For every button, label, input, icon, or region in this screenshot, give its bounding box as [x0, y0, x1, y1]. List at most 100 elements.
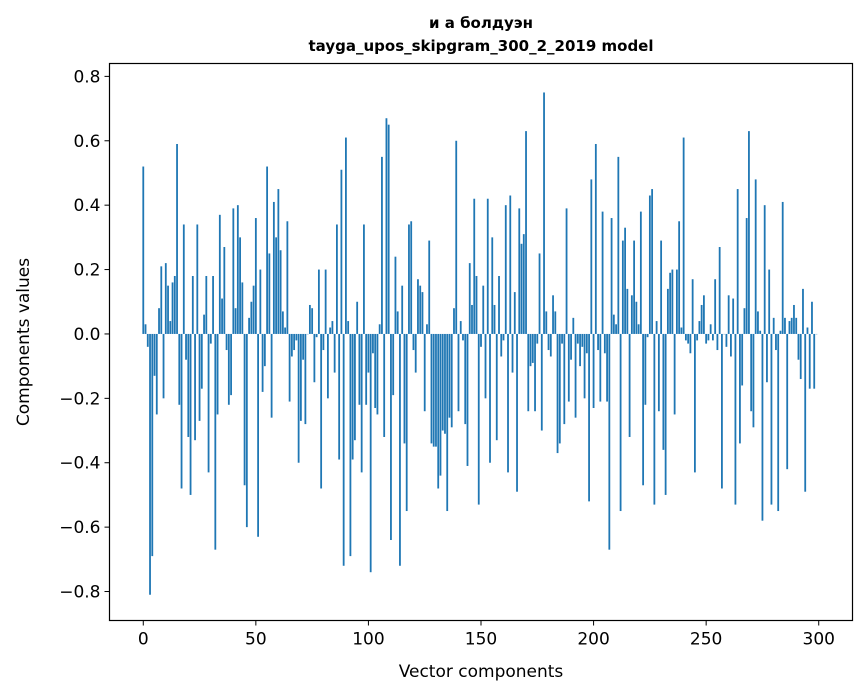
- bar-component-207: [608, 333, 611, 550]
- bar-component-169: [522, 234, 525, 334]
- bar-component-75: [311, 308, 314, 334]
- bar-component-165: [513, 292, 516, 334]
- bar-component-290: [795, 317, 798, 334]
- bar-component-138: [453, 308, 455, 334]
- bar-component-273: [757, 311, 759, 334]
- bar-component-142: [462, 333, 464, 341]
- bar-component-68: [295, 333, 298, 341]
- bar-component-30: [209, 333, 212, 344]
- bar-component-64: [286, 221, 289, 334]
- bar-component-264: [736, 189, 739, 334]
- bar-component-253: [712, 333, 714, 341]
- bar-component-244: [691, 279, 694, 334]
- bar-component-293: [802, 288, 804, 334]
- bar-component-21: [189, 333, 192, 495]
- bar-component-243: [689, 333, 692, 354]
- bar-component-8: [160, 266, 163, 334]
- bar-component-149: [477, 333, 480, 505]
- bar-component-297: [811, 301, 813, 334]
- bar-component-163: [509, 195, 512, 334]
- bar-component-24: [196, 224, 199, 334]
- bar-component-121: [414, 333, 417, 373]
- bar-component-10: [164, 263, 167, 334]
- bar-component-206: [606, 333, 608, 402]
- bar-component-184: [556, 333, 559, 454]
- bar-component-134: [444, 333, 446, 434]
- y-tick-label: 0.2: [73, 261, 100, 281]
- bar-component-287: [788, 321, 791, 334]
- bar-component-177: [540, 333, 543, 431]
- bar-component-173: [531, 333, 534, 363]
- bar-component-289: [793, 304, 795, 334]
- bar-component-147: [473, 198, 476, 334]
- bar-component-227: [653, 333, 656, 505]
- bar-component-66: [290, 333, 293, 357]
- bar-component-218: [633, 240, 636, 334]
- bar-component-189: [567, 333, 570, 402]
- bar-component-168: [520, 243, 523, 334]
- bar-component-242: [687, 333, 690, 344]
- bar-component-112: [394, 256, 397, 334]
- bar-component-58: [272, 201, 275, 334]
- bar-component-55: [266, 166, 269, 334]
- bar-component-167: [518, 208, 521, 334]
- bar-component-67: [293, 333, 296, 351]
- bar-component-69: [297, 333, 300, 463]
- bar-component-59: [275, 237, 278, 334]
- bar-component-288: [790, 317, 793, 334]
- y-tick-label: 0.6: [73, 132, 100, 152]
- chart-title-line-2: tayga_upos_skipgram_300_2_2019 model: [309, 37, 654, 55]
- bar-component-179: [545, 311, 548, 334]
- bar-component-272: [754, 179, 757, 334]
- bar-component-172: [529, 333, 532, 367]
- bar-component-219: [635, 301, 638, 334]
- bar-component-279: [770, 333, 773, 505]
- bar-component-269: [748, 131, 750, 334]
- bar-component-71: [302, 333, 305, 360]
- bar-component-54: [263, 333, 266, 367]
- bar-component-102: [372, 333, 374, 354]
- bar-component-7: [158, 308, 160, 334]
- bar-component-135: [446, 333, 449, 512]
- bar-component-166: [516, 333, 518, 492]
- bar-component-106: [381, 156, 383, 334]
- bar-component-256: [718, 247, 721, 334]
- bar-component-235: [671, 269, 674, 334]
- bar-component-39: [230, 333, 232, 396]
- bar-component-224: [646, 333, 649, 338]
- bar-component-262: [732, 298, 735, 334]
- bar-component-126: [426, 324, 428, 334]
- bar-component-122: [417, 279, 419, 334]
- bar-component-20: [187, 333, 190, 437]
- bar-component-4: [151, 333, 154, 557]
- bar-component-148: [475, 275, 478, 334]
- bar-component-209: [612, 314, 615, 334]
- bar-component-77: [315, 333, 318, 338]
- bar-component-194: [579, 333, 581, 367]
- bar-component-72: [304, 333, 307, 425]
- bar-component-195: [581, 333, 584, 347]
- bar-component-154: [489, 333, 491, 463]
- y-tick-label: −0.2: [59, 389, 100, 409]
- bar-component-296: [808, 333, 811, 389]
- bar-component-108: [385, 118, 388, 334]
- bar-component-214: [624, 227, 626, 334]
- bar-component-202: [597, 333, 599, 351]
- bar-component-246: [696, 333, 699, 341]
- bar-component-132: [439, 333, 442, 476]
- bar-component-255: [716, 333, 719, 351]
- bar-component-282: [777, 333, 780, 512]
- bar-component-260: [727, 295, 730, 334]
- bar-component-45: [243, 333, 246, 486]
- bar-component-56: [268, 253, 271, 334]
- bar-component-158: [498, 275, 500, 334]
- bar-component-38: [227, 333, 230, 405]
- bar-component-124: [421, 292, 424, 334]
- bar-component-215: [626, 288, 629, 334]
- bar-component-193: [576, 333, 579, 344]
- bar-component-115: [401, 285, 404, 334]
- bar-component-231: [662, 333, 665, 450]
- bar-component-81: [324, 269, 327, 334]
- bar-component-94: [354, 333, 356, 441]
- bar-component-1: [144, 324, 147, 334]
